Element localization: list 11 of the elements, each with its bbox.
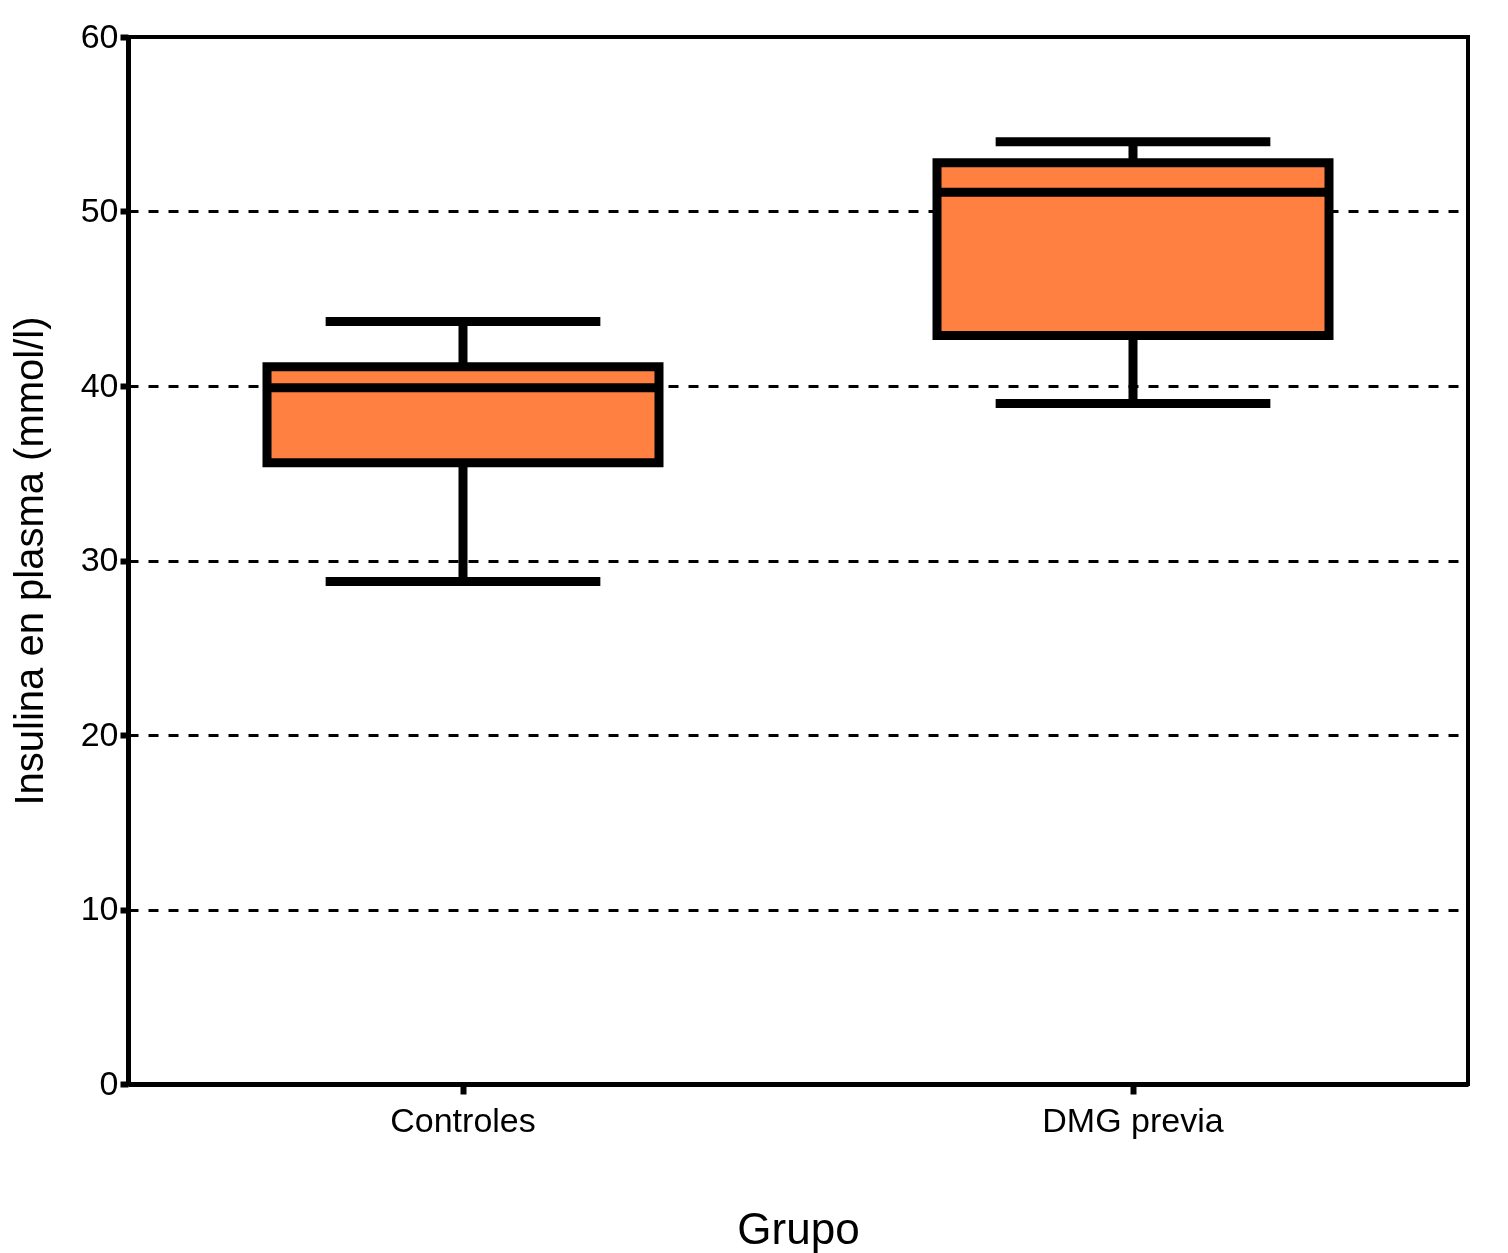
y-tick-label: 60 [80, 16, 119, 55]
y-tick-label: 0 [99, 1063, 119, 1102]
y-tick-label: 30 [80, 540, 119, 578]
y-axis-title: Insulina en plasma (mmol/l) [6, 316, 51, 806]
x-tick-label: Controles [390, 1100, 536, 1139]
x-tick-label: DMG previa [1042, 1100, 1224, 1139]
x-axis-title: Grupo [737, 1203, 860, 1253]
y-tick-label: 20 [80, 714, 119, 753]
y-tick-label: 40 [80, 365, 119, 404]
y-tick-label: 10 [80, 889, 119, 927]
y-tick-label: 50 [80, 191, 119, 229]
